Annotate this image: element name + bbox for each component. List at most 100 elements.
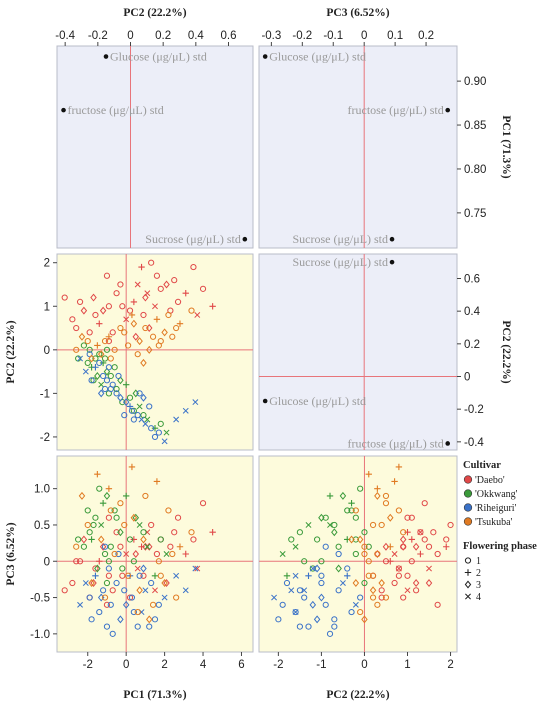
score-point bbox=[140, 358, 147, 367]
score-point bbox=[128, 463, 136, 471]
score-point bbox=[443, 543, 450, 550]
score-point bbox=[96, 558, 103, 565]
loading-point bbox=[389, 236, 395, 242]
score-point bbox=[88, 616, 95, 623]
score-point bbox=[134, 281, 141, 288]
score-point bbox=[111, 550, 118, 558]
score-point bbox=[94, 371, 101, 380]
score-point bbox=[99, 499, 107, 507]
score-point bbox=[138, 263, 145, 271]
score-point bbox=[344, 507, 351, 514]
score-point bbox=[279, 601, 286, 608]
legend-phase-label: 2 bbox=[476, 568, 481, 579]
loading-label: fructose (μg/μL) std bbox=[348, 436, 444, 450]
score-point bbox=[271, 594, 278, 601]
score-point bbox=[115, 372, 122, 380]
score-point bbox=[165, 311, 172, 319]
score-point bbox=[279, 551, 286, 557]
score-point bbox=[136, 337, 143, 346]
score-point bbox=[109, 329, 116, 336]
score-point bbox=[361, 615, 368, 624]
axis-title-top-right: PC3 (6.52%) bbox=[326, 7, 389, 19]
x-tick-label: 0.6 bbox=[221, 30, 237, 42]
score-point bbox=[161, 438, 168, 445]
score-point bbox=[369, 594, 377, 601]
score-point bbox=[318, 513, 325, 522]
score-point bbox=[69, 579, 76, 587]
score-point bbox=[331, 623, 338, 630]
score-point bbox=[130, 298, 138, 306]
score-point bbox=[117, 543, 124, 550]
y-tick-label: 0.90 bbox=[464, 76, 486, 88]
score-point bbox=[151, 425, 159, 432]
x-tick-label: -0.3 bbox=[261, 30, 281, 42]
score-point bbox=[107, 601, 114, 608]
score-point bbox=[153, 316, 161, 323]
score-point bbox=[98, 381, 105, 388]
score-point bbox=[97, 535, 105, 544]
score-point bbox=[94, 564, 101, 573]
score-point bbox=[136, 572, 143, 579]
score-point bbox=[434, 601, 441, 608]
score-point bbox=[130, 608, 137, 616]
score-point bbox=[151, 433, 159, 441]
score-point bbox=[425, 579, 433, 588]
x-tick-label: 0.2 bbox=[418, 30, 434, 42]
score-point bbox=[117, 281, 124, 288]
legend-phase-label: 1 bbox=[476, 556, 481, 567]
score-point bbox=[145, 615, 153, 624]
y-tick-label: -1 bbox=[40, 388, 50, 400]
panel-loading-pc2-pc1: Glucose (μg/μL) std fructose (μg/μL) std S… bbox=[56, 45, 254, 249]
score-point bbox=[192, 399, 199, 406]
score-point bbox=[82, 580, 89, 586]
score-point bbox=[395, 507, 402, 514]
score-point bbox=[171, 529, 178, 536]
x-tick-label: 0 bbox=[123, 659, 129, 671]
score-point bbox=[417, 529, 424, 536]
score-point bbox=[361, 543, 368, 550]
x-tick-label: -0.4 bbox=[55, 30, 75, 42]
score-point bbox=[296, 587, 303, 594]
score-point bbox=[309, 600, 317, 609]
score-point bbox=[134, 608, 141, 616]
score-point bbox=[335, 587, 342, 594]
score-point bbox=[123, 316, 130, 323]
score-point bbox=[417, 550, 424, 558]
x-tick-label: 0.4 bbox=[188, 30, 205, 42]
score-point bbox=[75, 536, 82, 543]
score-point bbox=[335, 550, 342, 558]
score-point bbox=[155, 601, 162, 608]
panel-scores-pc1-pc2 bbox=[56, 253, 254, 451]
score-point bbox=[173, 416, 180, 423]
panel-scores-pc2-pc3 bbox=[258, 455, 458, 653]
loading-label: fructose (μg/μL) std bbox=[348, 103, 444, 117]
score-point bbox=[144, 543, 151, 550]
legend-swatch bbox=[463, 489, 473, 498]
score-point bbox=[404, 572, 411, 579]
y-tick-label: 0 bbox=[464, 372, 470, 384]
legend-cultivar-label: 'Daebo' bbox=[475, 475, 505, 486]
y-tick-label: 0.6 bbox=[464, 274, 480, 286]
score-point bbox=[132, 332, 140, 341]
score-point bbox=[352, 601, 359, 608]
score-point bbox=[122, 398, 130, 407]
score-point bbox=[105, 572, 112, 579]
score-point bbox=[109, 630, 116, 637]
score-point bbox=[357, 594, 364, 601]
loading-label: Glucose (μg/μL) std bbox=[269, 394, 366, 408]
score-point bbox=[344, 565, 351, 572]
score-point bbox=[142, 293, 149, 302]
score-point bbox=[173, 324, 180, 332]
axis-title-bottom-left: PC1 (71.3%) bbox=[123, 689, 186, 701]
panel-loading-pc3-pc2: Sucrose (μg/μL) std Glucose (μg/μL) std fr… bbox=[258, 253, 458, 451]
score-point bbox=[146, 623, 153, 630]
score-point bbox=[190, 536, 197, 543]
score-point bbox=[148, 579, 155, 587]
score-point bbox=[101, 594, 109, 601]
score-point bbox=[408, 514, 415, 521]
score-point bbox=[288, 536, 295, 543]
loading-point bbox=[445, 441, 451, 446]
score-point bbox=[80, 306, 88, 315]
score-point bbox=[169, 333, 176, 340]
score-point bbox=[369, 572, 377, 579]
